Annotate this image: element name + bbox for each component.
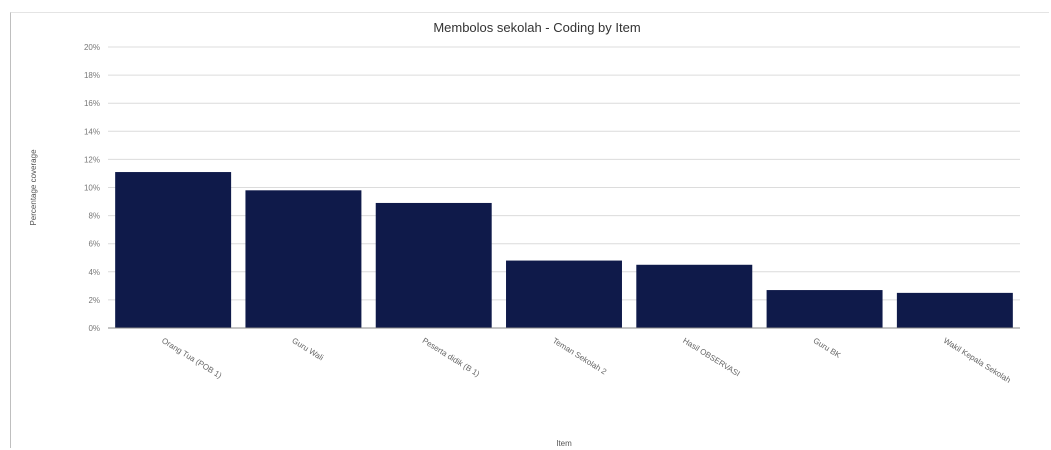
y-tick-label: 14% [84, 127, 100, 136]
bar [506, 260, 622, 328]
bar [766, 290, 883, 328]
chart-title: Membolos sekolah - Coding by Item [433, 20, 640, 35]
bar [896, 292, 1013, 328]
bars [115, 172, 1013, 328]
y-tick-label: 18% [84, 71, 100, 80]
x-tick-label: Wakil Kepala Sekolah [942, 336, 1013, 385]
bar [375, 202, 492, 328]
x-axis-label: Item [556, 439, 572, 448]
bar [245, 190, 362, 328]
y-tick-label: 8% [88, 212, 100, 221]
y-axis-label: Percentage coverage [29, 149, 38, 226]
y-tick-label: 16% [84, 99, 100, 108]
y-tick-label: 2% [88, 296, 100, 305]
y-tick-label: 4% [88, 268, 100, 277]
x-tick-label: Peserta didik (B 1) [421, 336, 482, 379]
bar [115, 172, 232, 328]
x-tick-label: Guru BK [812, 336, 843, 360]
x-tick-label: Hasil OBSERVASI [681, 336, 741, 378]
y-tick-label: 0% [88, 324, 100, 333]
x-tick-label: Guru Wali [290, 336, 325, 362]
y-tick-label: 6% [88, 240, 100, 249]
x-tick-label: Orang Tua (POB 1) [160, 336, 223, 380]
y-tick-label: 20% [84, 43, 100, 52]
y-tick-label: 10% [84, 184, 100, 193]
y-tick-label: 12% [84, 155, 100, 164]
x-axis-ticks: Orang Tua (POB 1) Guru Wali Peserta didik … [160, 336, 1012, 385]
bar [636, 264, 753, 328]
chart-frame [10, 12, 1049, 448]
x-tick-label: Teman Sekolah 2 [551, 336, 609, 377]
y-axis-ticks: 0% 2% 4% 6% 8% 10% 12% 14% 16% 18% 20% [84, 43, 100, 333]
